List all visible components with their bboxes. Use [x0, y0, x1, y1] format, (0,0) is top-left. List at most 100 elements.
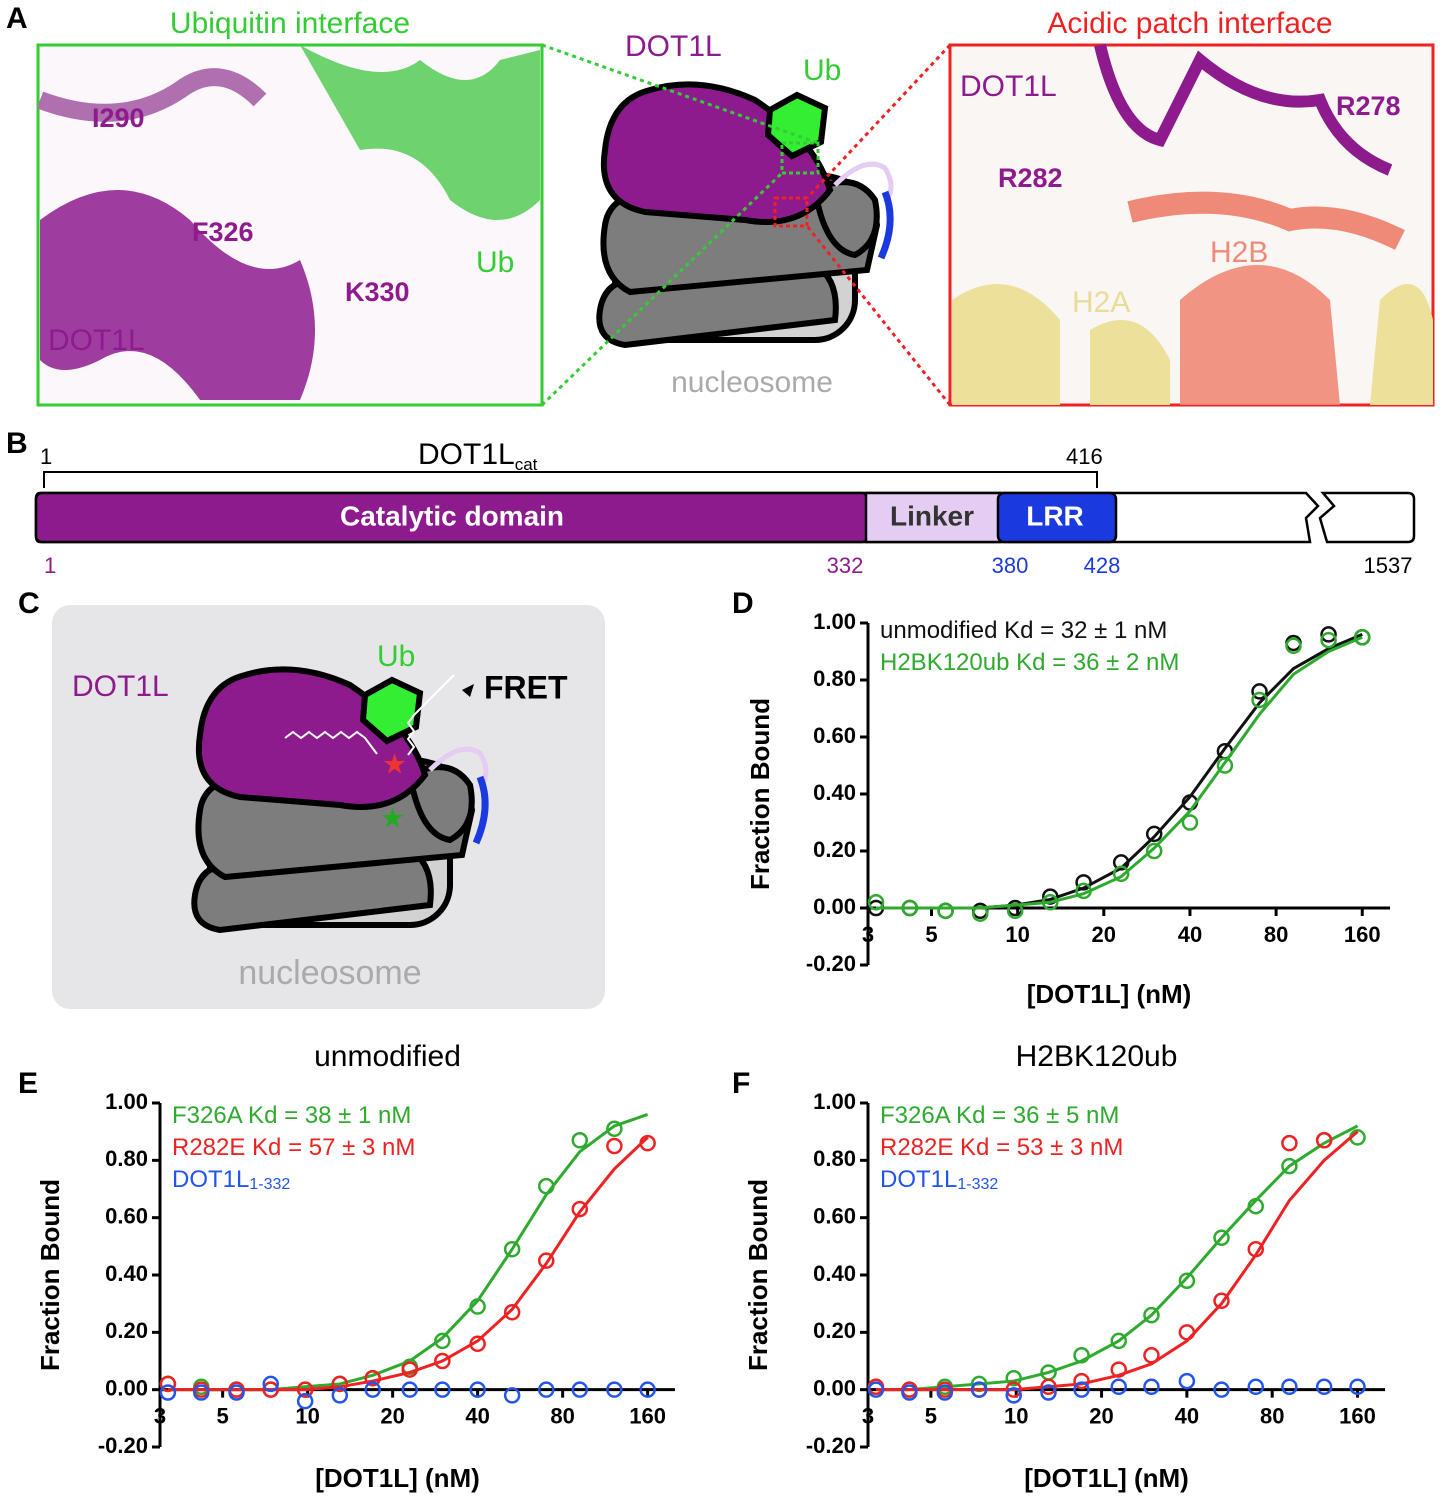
construct-subscript: cat	[515, 455, 538, 474]
boundary-label: 428	[1084, 553, 1121, 578]
x-axis-label: [DOT1L] (nM)	[315, 1463, 480, 1493]
data-point	[364, 1381, 381, 1398]
data-point	[434, 1332, 451, 1350]
data-point	[1320, 626, 1337, 643]
legend-name: H2BK120ub Kd = 36 ± 2 nM	[880, 649, 1179, 676]
residue-label: K330	[345, 277, 410, 307]
x-tick-label: 40	[1175, 1403, 1199, 1428]
data-point	[1281, 1134, 1298, 1152]
protein-label: Ub	[377, 640, 415, 673]
x-tick-label: 40	[1178, 922, 1202, 947]
protein-bar	[1318, 491, 1416, 544]
data-point	[1112, 854, 1130, 871]
nucleosome-label: nucleosome	[238, 954, 421, 992]
x-axis-label: [DOT1L] (nM)	[1024, 1463, 1189, 1493]
data-point	[606, 1381, 623, 1398]
y-axis-label: Fraction Bound	[35, 1179, 65, 1371]
nucleosome-schematic	[599, 84, 891, 345]
fret-label: FRET	[484, 669, 568, 705]
domain	[996, 491, 1118, 544]
boundary-label: 1	[44, 553, 56, 578]
legend-subscript: 1-332	[249, 1176, 290, 1193]
data-point	[606, 1137, 623, 1155]
data-point	[262, 1375, 279, 1393]
data-point	[469, 1335, 486, 1353]
fit-curve	[876, 635, 1363, 910]
construct-bracket	[43, 471, 1098, 488]
zoom-line	[805, 225, 952, 406]
data-point	[1040, 1378, 1057, 1396]
y-tick-label: 0.20	[105, 1318, 148, 1343]
y-tick-label: 0.40	[813, 780, 856, 805]
y-tick-label: 1.00	[105, 1089, 148, 1114]
legend-entry: F326A Kd = 38 ± 1 nM	[172, 1102, 411, 1129]
data-point	[1315, 1378, 1333, 1396]
data-point	[1213, 1381, 1230, 1398]
data-point	[364, 1369, 381, 1387]
protein-label: DOT1L	[625, 30, 722, 63]
protein-label: H2A	[1072, 286, 1130, 319]
data-point	[1005, 1387, 1022, 1404]
data-point	[571, 1132, 589, 1149]
fit-curve	[875, 1130, 1359, 1392]
y-axis-label: Fraction Bound	[745, 698, 775, 890]
data-point	[1145, 825, 1163, 843]
data-point	[571, 1381, 589, 1398]
data-point	[1247, 1197, 1265, 1215]
data-point	[159, 1375, 177, 1393]
y-tick-label: -0.20	[806, 1433, 856, 1458]
y-tick-label: 0.40	[105, 1261, 148, 1286]
residue-label: R282	[998, 163, 1063, 193]
data-point	[1285, 637, 1302, 655]
y-tick-label: 1.00	[813, 1089, 856, 1114]
chart-title: unmodified	[314, 1040, 461, 1073]
data-point	[1349, 1378, 1366, 1396]
x-tick-label: 5	[217, 1403, 229, 1428]
x-tick-label: 160	[629, 1403, 666, 1428]
y-tick-label: 0.20	[813, 1318, 856, 1343]
y-tick-label: 0.00	[813, 894, 856, 919]
legend-name: unmodified Kd = 32 ± 1 nM	[880, 617, 1167, 644]
chart-title: H2BK120ub	[1016, 1040, 1178, 1073]
data-point	[469, 1298, 486, 1315]
panel-letter: B	[6, 427, 28, 460]
x-tick-label: 20	[380, 1403, 404, 1428]
data-point	[331, 1387, 349, 1404]
construct-end: 416	[1066, 444, 1103, 469]
data-point	[1075, 874, 1092, 891]
legend-name: F326A Kd = 36 ± 5 nM	[880, 1102, 1119, 1129]
legend-entry: R282E Kd = 57 ± 3 nM	[172, 1134, 415, 1161]
zoom-line	[805, 43, 952, 200]
data-point	[1281, 1378, 1298, 1396]
data-point	[1110, 1361, 1127, 1378]
y-tick-label: 0.80	[813, 1146, 856, 1171]
data-point	[1315, 1132, 1333, 1149]
y-tick-label: -0.20	[98, 1433, 148, 1458]
protein-label: H2B	[1210, 236, 1268, 269]
data-point	[1042, 894, 1059, 911]
y-tick-label: 0.80	[105, 1146, 148, 1171]
data-point	[503, 1387, 521, 1404]
acceptor-star: ★	[382, 748, 407, 779]
data-point	[1251, 691, 1268, 709]
x-tick-label: 3	[154, 1403, 166, 1428]
x-tick-label: 160	[1344, 922, 1381, 947]
y-tick-label: 0.20	[813, 837, 856, 862]
domain-label: Linker	[890, 500, 974, 531]
construct-label: DOT1Lcat	[418, 438, 538, 475]
fit-curve	[167, 1136, 649, 1392]
data-point	[296, 1381, 314, 1398]
legend-entry: DOT1L1-332	[880, 1166, 998, 1193]
panel-letter: F	[732, 1067, 750, 1100]
data-point	[936, 1384, 954, 1401]
data-point	[901, 1384, 918, 1401]
zoom-box	[780, 141, 820, 175]
zoom-box	[773, 196, 809, 228]
emission-arrow	[406, 674, 455, 756]
construct-name: DOT1L	[418, 438, 515, 471]
data-point	[401, 1361, 419, 1378]
panel-title: Acidic patch interface	[1047, 7, 1332, 40]
data-point	[1213, 1292, 1230, 1310]
data-point	[538, 1252, 555, 1269]
